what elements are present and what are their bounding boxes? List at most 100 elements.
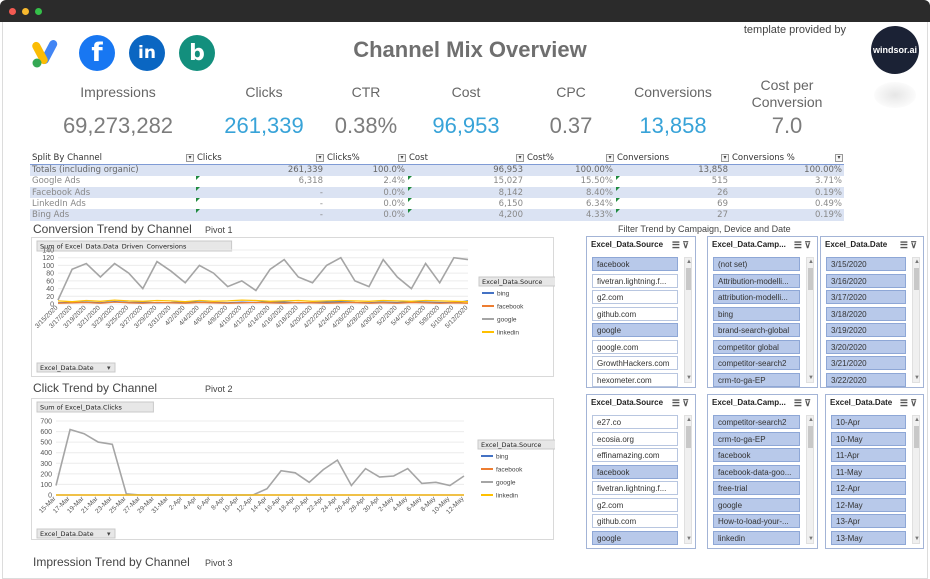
slicer-item[interactable]: competitor-search2 <box>713 356 800 370</box>
slicer-item[interactable]: (not set) <box>713 257 800 271</box>
slicer-item[interactable]: facebook-data-goo... <box>713 464 800 479</box>
slicer-scrollbar[interactable]: ▲ ▼ <box>684 257 692 383</box>
scroll-down-icon[interactable]: ▼ <box>914 536 920 542</box>
filter-dropdown-icon[interactable]: ▾ <box>721 154 729 162</box>
filter-dropdown-icon[interactable]: ▾ <box>835 154 843 162</box>
slicer-item[interactable]: 10-May <box>831 431 906 446</box>
slicer-item[interactable]: 3/15/2020 <box>826 257 906 271</box>
scroll-down-icon[interactable]: ▼ <box>808 375 814 381</box>
table-cell[interactable]: 515 <box>615 175 730 187</box>
column-header[interactable]: Split By Channel ▾ <box>30 153 195 165</box>
table-cell[interactable]: 6,318 <box>195 175 325 187</box>
slicer-item[interactable]: 11-May <box>831 464 906 479</box>
table-cell[interactable]: 100.00% <box>730 164 844 176</box>
table-cell[interactable]: - <box>195 186 325 199</box>
slicer-item[interactable]: g2.com <box>592 290 678 304</box>
slicer-item[interactable]: brand-search-global <box>713 323 800 337</box>
table-cell[interactable]: 15,027 <box>407 175 525 187</box>
table-cell[interactable]: 4,200 <box>407 209 525 221</box>
slicer-item[interactable]: 13-May <box>831 530 906 545</box>
slicer-scrollbar[interactable]: ▲ ▼ <box>912 257 920 383</box>
scrollbar-thumb[interactable] <box>808 426 813 448</box>
slicer-item[interactable]: linkedin <box>713 530 800 545</box>
slicer-item[interactable]: 3/21/2020 <box>826 356 906 370</box>
multi-select-icon[interactable]: ☰ <box>793 240 805 250</box>
table-cell[interactable]: 0.49% <box>730 198 844 209</box>
scrollbar-thumb[interactable] <box>914 268 919 290</box>
table-cell[interactable]: Totals (including organic) <box>30 164 195 176</box>
conversion-trend-chart[interactable]: Sum of Excel_Data.Data_Driven_Conversion… <box>31 237 555 377</box>
slicer-item[interactable]: hexometer.com <box>592 372 678 387</box>
clear-filter-icon[interactable]: ⊽ <box>910 240 917 250</box>
slicer-item[interactable]: 3/17/2020 <box>826 290 906 304</box>
slicer-item[interactable]: google <box>713 497 800 512</box>
table-cell[interactable]: Facebook Ads <box>30 186 195 199</box>
table-cell[interactable]: 100.0% <box>325 164 407 176</box>
slicer-item[interactable]: 13-Apr <box>831 514 906 528</box>
slicer-item[interactable]: fivetran.lightning.f... <box>592 481 678 495</box>
slicer-5[interactable]: Excel_Data.Date ☰ ⊽ 10-Apr 10-May 11-Apr 11-M… <box>825 394 924 549</box>
slicer-scrollbar[interactable]: ▲ ▼ <box>806 257 814 383</box>
slicer-item[interactable]: attribution-modelli... <box>713 290 800 304</box>
table-cell[interactable]: 13,858 <box>615 164 730 176</box>
table-cell[interactable]: Google Ads <box>30 176 195 187</box>
table-cell[interactable]: 3.71% <box>730 176 844 187</box>
table-cell[interactable]: 0.0% <box>325 198 407 209</box>
table-cell[interactable]: 69 <box>615 198 730 209</box>
slicer-scrollbar[interactable]: ▲ ▼ <box>912 415 920 544</box>
slicer-item[interactable]: effinamazing.com <box>592 448 678 462</box>
clear-filter-icon[interactable]: ⊽ <box>910 398 917 408</box>
slicer-item[interactable]: 12-May <box>831 497 906 512</box>
table-cell[interactable]: 8.40% <box>525 186 615 199</box>
scroll-up-icon[interactable]: ▲ <box>808 417 814 423</box>
table-cell[interactable]: 96,953 <box>407 164 525 176</box>
multi-select-icon[interactable]: ☰ <box>899 240 911 250</box>
slicer-item[interactable]: 3/22/2020 <box>826 372 906 387</box>
scrollbar-thumb[interactable] <box>686 426 691 448</box>
table-cell[interactable]: 0.19% <box>730 209 844 221</box>
scroll-down-icon[interactable]: ▼ <box>808 536 814 542</box>
filter-dropdown-icon[interactable]: ▾ <box>186 154 194 162</box>
scroll-down-icon[interactable]: ▼ <box>686 375 692 381</box>
table-cell[interactable]: 26 <box>615 186 730 199</box>
clear-filter-icon[interactable]: ⊽ <box>804 398 811 408</box>
column-header[interactable]: Cost% ▾ <box>525 153 615 165</box>
multi-select-icon[interactable]: ☰ <box>671 398 683 408</box>
slicer-1[interactable]: Excel_Data.Camp... ☰ ⊽ (not set) Attributio… <box>707 236 818 388</box>
slicer-item[interactable]: facebook <box>592 257 678 271</box>
table-cell[interactable]: 0.19% <box>730 186 844 199</box>
table-cell[interactable]: 0.0% <box>325 209 407 221</box>
scroll-up-icon[interactable]: ▲ <box>808 259 814 265</box>
slicer-item[interactable]: e27.co <box>592 415 678 429</box>
slicer-scrollbar[interactable]: ▲ ▼ <box>684 415 692 544</box>
scroll-down-icon[interactable]: ▼ <box>686 536 692 542</box>
slicer-item[interactable]: facebook <box>713 448 800 462</box>
slicer-item[interactable]: google <box>592 323 678 337</box>
windsor-logo[interactable]: windsor.ai <box>871 26 919 74</box>
minimize-window-dot[interactable] <box>22 8 29 15</box>
close-window-dot[interactable] <box>9 8 16 15</box>
table-cell[interactable]: 261,339 <box>195 164 325 176</box>
table-cell[interactable]: - <box>195 209 325 221</box>
table-cell[interactable]: 27 <box>615 209 730 221</box>
column-header[interactable]: Conversions ▾ <box>615 153 730 165</box>
slicer-2[interactable]: Excel_Data.Date ☰ ⊽ 3/15/2020 3/16/2020 3/17… <box>820 236 924 388</box>
table-cell[interactable]: 6.34% <box>525 198 615 209</box>
scrollbar-thumb[interactable] <box>808 268 813 290</box>
scroll-down-icon[interactable]: ▼ <box>914 375 920 381</box>
table-cell[interactable]: 2.4% <box>325 176 407 187</box>
filter-dropdown-icon[interactable]: ▾ <box>516 154 524 162</box>
clear-filter-icon[interactable]: ⊽ <box>682 240 689 250</box>
slicer-item[interactable]: free-trial <box>713 481 800 495</box>
slicer-item[interactable]: 11-Apr <box>831 448 906 462</box>
slicer-item[interactable]: competitor global <box>713 339 800 354</box>
slicer-item[interactable]: fivetran.lightning.f... <box>592 273 678 288</box>
multi-select-icon[interactable]: ☰ <box>671 240 683 250</box>
slicer-item[interactable]: crm-to-ga-EP <box>713 431 800 446</box>
slicer-item[interactable]: GrowthHackers.com <box>592 356 678 370</box>
table-cell[interactable]: 100.00% <box>525 164 615 176</box>
scroll-up-icon[interactable]: ▲ <box>686 417 692 423</box>
filter-dropdown-icon[interactable]: ▾ <box>316 154 324 162</box>
slicer-item[interactable]: 3/16/2020 <box>826 273 906 288</box>
slicer-item[interactable]: competitor-search2 <box>713 415 800 429</box>
